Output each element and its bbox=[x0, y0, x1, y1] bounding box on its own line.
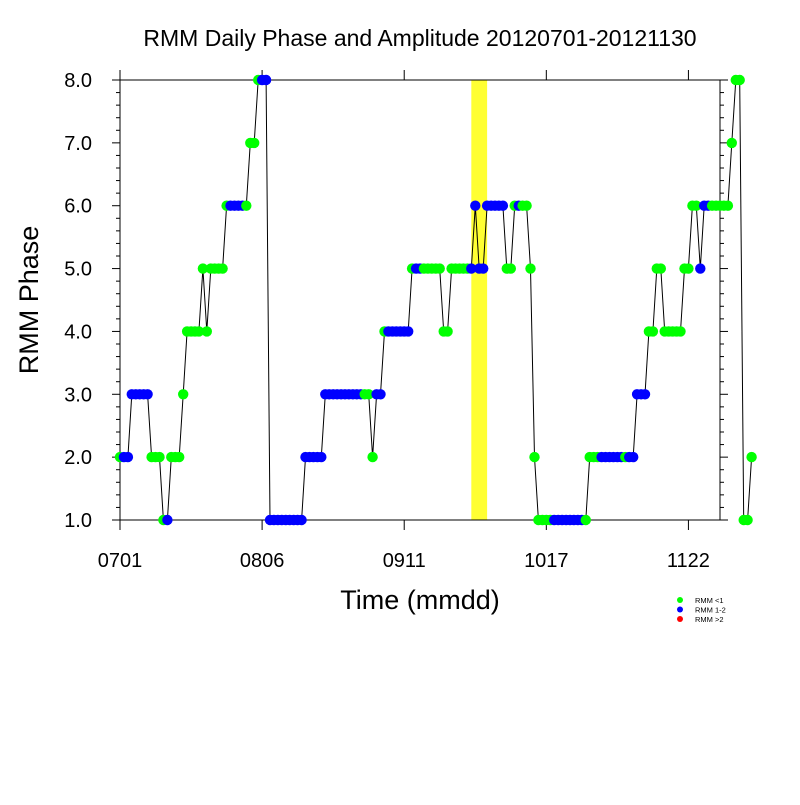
y-tick-label: 1.0 bbox=[64, 510, 92, 532]
data-point bbox=[178, 389, 189, 400]
highlight-band bbox=[471, 80, 488, 520]
legend-label: RMM <1 bbox=[695, 596, 724, 605]
data-point bbox=[529, 451, 540, 463]
data-point bbox=[470, 200, 481, 211]
data-point bbox=[639, 389, 651, 400]
data-point bbox=[525, 263, 536, 274]
data-point bbox=[434, 263, 445, 274]
data-point bbox=[497, 200, 509, 211]
data-point bbox=[197, 263, 209, 274]
legend-label: RMM >2 bbox=[695, 615, 724, 624]
x-tick-label: 1122 bbox=[667, 550, 710, 572]
data-point bbox=[403, 326, 414, 337]
legend-label: RMM 1-2 bbox=[695, 606, 726, 615]
data-point bbox=[193, 326, 205, 337]
data-point bbox=[154, 451, 165, 463]
data-point bbox=[478, 263, 489, 274]
data-point bbox=[722, 200, 734, 211]
data-point bbox=[655, 263, 666, 274]
data-point bbox=[691, 200, 702, 211]
y-tick-label: 2.0 bbox=[64, 447, 92, 469]
data-point bbox=[466, 263, 477, 274]
data-point bbox=[521, 200, 532, 211]
data-point bbox=[726, 137, 737, 149]
data-point bbox=[260, 74, 272, 86]
data-point bbox=[683, 263, 694, 274]
data-point bbox=[367, 451, 378, 463]
y-tick-label: 5.0 bbox=[64, 259, 92, 281]
data-point bbox=[580, 514, 591, 526]
data-point bbox=[174, 451, 185, 463]
data-point bbox=[122, 451, 134, 463]
data-point bbox=[375, 389, 386, 400]
data-point bbox=[296, 514, 307, 526]
data-point bbox=[363, 389, 374, 400]
y-axis-label: RMM Phase bbox=[14, 226, 44, 375]
x-tick-label: 0701 bbox=[98, 550, 143, 572]
data-point bbox=[316, 451, 327, 463]
data-point bbox=[505, 263, 516, 274]
data-point bbox=[734, 74, 745, 86]
data-point bbox=[742, 514, 753, 526]
legend-marker bbox=[677, 606, 683, 613]
x-axis-label: Time (mmdd) bbox=[340, 585, 500, 615]
data-point bbox=[162, 514, 173, 526]
y-tick-label: 8.0 bbox=[64, 70, 92, 92]
legend-marker bbox=[677, 597, 683, 603]
data-point bbox=[201, 326, 212, 337]
data-point bbox=[628, 451, 639, 463]
data-point bbox=[675, 326, 686, 337]
legend-marker bbox=[677, 616, 683, 622]
y-tick-label: 3.0 bbox=[64, 384, 92, 406]
y-tick-label: 6.0 bbox=[64, 196, 92, 218]
data-point bbox=[695, 263, 706, 274]
data-point bbox=[142, 389, 153, 400]
data-point bbox=[647, 326, 659, 337]
data-point bbox=[746, 451, 757, 463]
x-tick-label: 0806 bbox=[240, 550, 285, 572]
plot-frame bbox=[119, 79, 721, 521]
data-point bbox=[249, 137, 260, 149]
chart-title: RMM Daily Phase and Amplitude 20120701-2… bbox=[143, 25, 696, 51]
y-tick-label: 4.0 bbox=[64, 321, 92, 343]
data-point bbox=[217, 263, 228, 274]
x-tick-label: 0911 bbox=[383, 550, 426, 572]
y-tick-label: 7.0 bbox=[64, 133, 92, 155]
x-tick-label: 1017 bbox=[524, 550, 569, 572]
data-point bbox=[442, 326, 453, 337]
data-point bbox=[241, 200, 252, 211]
